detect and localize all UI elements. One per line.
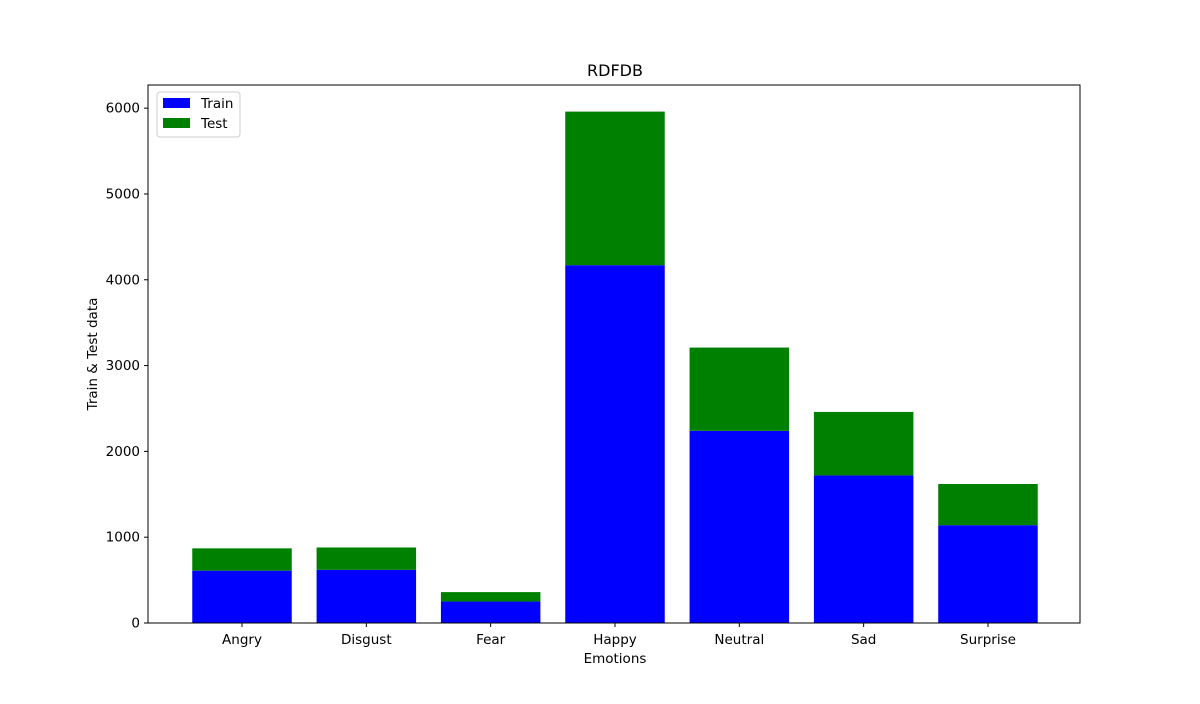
y-tick-label: 6000: [106, 101, 140, 117]
y-tick-label: 1000: [106, 530, 140, 546]
bars-layer: [192, 111, 1038, 623]
x-tick-label-sad: Sad: [851, 632, 876, 648]
bar-train-angry: [192, 570, 292, 623]
bar-train-happy: [565, 265, 665, 623]
y-tick-label: 5000: [106, 186, 140, 202]
bar-test-angry: [192, 548, 292, 571]
x-tick-label-happy: Happy: [593, 632, 637, 648]
bar-test-surprise: [938, 484, 1038, 526]
chart-title: RDFDB: [587, 61, 643, 80]
bar-test-sad: [813, 411, 914, 476]
bar-train-sad: [813, 475, 914, 623]
x-tick-label-angry: Angry: [222, 632, 262, 648]
legend-label-test: Test: [200, 116, 228, 132]
bar-train-surprise: [938, 525, 1038, 623]
legend: Train Test: [156, 91, 241, 138]
y-tick-label: 3000: [106, 358, 140, 374]
axes-layer: 0 1000 2000 3000 4000 5000 6000 Angry Disgust Fea…: [106, 101, 1016, 648]
bar-train-fear: [440, 601, 541, 623]
x-tick-label-neutral: Neutral: [714, 632, 764, 648]
legend-swatch-train: [163, 98, 190, 108]
plot-area-frame: [147, 84, 1081, 624]
x-tick-label-surprise: Surprise: [960, 632, 1016, 648]
bar-test-neutral: [689, 347, 790, 431]
y-tick-label: 4000: [106, 272, 140, 288]
y-tick-label: 2000: [106, 444, 140, 460]
bar-train-neutral: [689, 430, 790, 623]
x-axis-label: Emotions: [584, 651, 647, 667]
bar-train-disgust: [316, 569, 417, 623]
bar-test-happy: [565, 111, 665, 266]
x-tick-label-disgust: Disgust: [341, 632, 392, 648]
y-axis-label: Train & Test data: [85, 298, 101, 412]
bar-test-disgust: [316, 547, 417, 570]
legend-swatch-test: [163, 118, 190, 128]
y-tick-label: 0: [131, 616, 140, 632]
bar-test-fear: [440, 592, 541, 602]
legend-label-train: Train: [200, 96, 233, 112]
x-tick-label-fear: Fear: [476, 632, 506, 648]
